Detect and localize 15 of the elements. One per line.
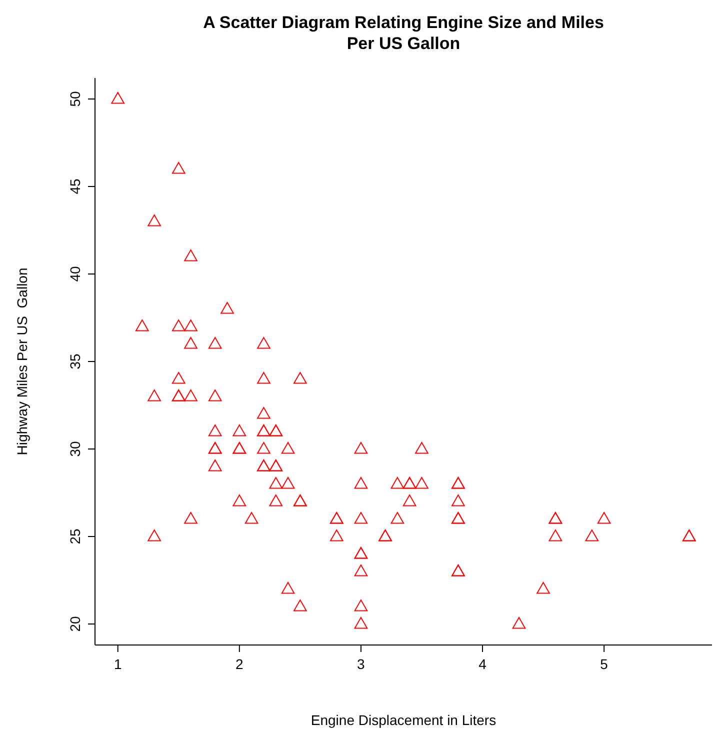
x-tick-label: 5 bbox=[600, 656, 608, 672]
y-tick-label: 50 bbox=[67, 91, 83, 107]
x-tick-label: 2 bbox=[236, 656, 244, 672]
y-tick-label: 20 bbox=[67, 616, 83, 632]
y-tick-label: 35 bbox=[67, 354, 83, 370]
chart-title: A Scatter Diagram Relating Engine Size and Miles Per US Gallon bbox=[203, 13, 604, 53]
y-tick-label: 40 bbox=[67, 266, 83, 282]
x-tick-label: 3 bbox=[357, 656, 366, 672]
y-axis-title: Highway Miles Per US Gallon bbox=[14, 268, 30, 456]
x-tick-label: 1 bbox=[114, 656, 122, 672]
y-tick-label: 30 bbox=[67, 441, 83, 457]
y-tick-label: 25 bbox=[67, 528, 83, 544]
x-axis-title: Engine Displacement in Liters bbox=[310, 712, 496, 728]
y-tick-label: 45 bbox=[67, 178, 83, 194]
x-tick-label: 4 bbox=[478, 656, 487, 672]
